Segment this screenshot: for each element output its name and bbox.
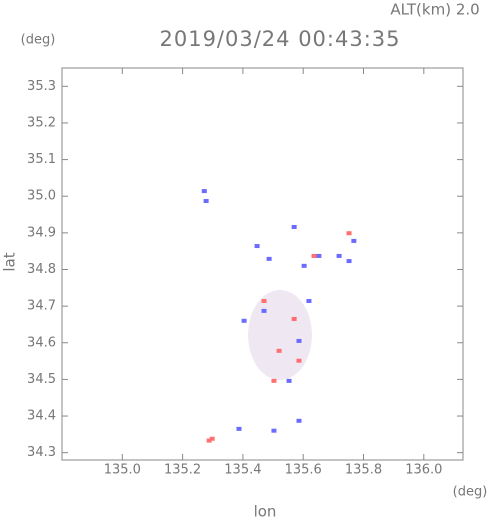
echo-point (209, 436, 215, 441)
altitude-label: ALT(km) 2.0 (390, 1, 479, 19)
echo-point (311, 253, 317, 258)
echo-point (291, 224, 297, 229)
y-tick-label: 34.9 (27, 225, 56, 240)
y-tick-label: 34.6 (27, 335, 56, 350)
echo-point (271, 378, 277, 383)
echo-point (261, 308, 267, 313)
x-tick-label: 135.2 (164, 463, 201, 478)
plot-frame (61, 67, 464, 461)
echo-point (346, 231, 352, 236)
echo-point (206, 438, 212, 443)
x-tick-label: 135.0 (104, 463, 141, 478)
echo-point (296, 358, 302, 363)
echo-point (296, 338, 302, 343)
y-tick-label: 34.4 (27, 409, 56, 424)
y-tick-label: 35.1 (27, 152, 56, 167)
y-unit: (deg) (21, 33, 56, 48)
y-tick-label: 34.7 (27, 299, 56, 314)
y-tick-label: 35.2 (27, 115, 56, 130)
echo-point (254, 244, 260, 249)
echo-point (306, 299, 312, 304)
y-tick-label: 35.3 (27, 79, 56, 94)
echo-point (201, 189, 207, 194)
echo-area (248, 290, 312, 380)
echo-point (346, 259, 352, 264)
x-unit: (deg) (453, 485, 488, 500)
x-tick-label: 136.0 (405, 463, 442, 478)
echo-point (266, 256, 272, 261)
x-axis-label: lon (254, 503, 277, 521)
echo-point (286, 378, 292, 383)
y-tick-label: 34.5 (27, 372, 56, 387)
echo-point (203, 198, 209, 203)
y-tick-label: 34.8 (27, 262, 56, 277)
y-tick-label: 34.3 (27, 445, 56, 460)
echo-point (301, 263, 307, 268)
x-tick-label: 135.8 (345, 463, 382, 478)
echo-point (351, 238, 357, 243)
echo-point (241, 318, 247, 323)
y-axis-label: lat (1, 252, 19, 271)
echo-point (271, 428, 277, 433)
chart-title: 2019/03/24 00:43:35 (159, 27, 400, 51)
x-tick-label: 135.4 (224, 463, 261, 478)
echo-point (261, 299, 267, 304)
echo-point (291, 316, 297, 321)
echo-point (276, 348, 282, 353)
echo-point (236, 426, 242, 431)
echo-point (296, 418, 302, 423)
echo-point (336, 253, 342, 258)
echo-point (316, 253, 322, 258)
y-tick-label: 35.0 (27, 189, 56, 204)
x-tick-label: 135.6 (285, 463, 322, 478)
